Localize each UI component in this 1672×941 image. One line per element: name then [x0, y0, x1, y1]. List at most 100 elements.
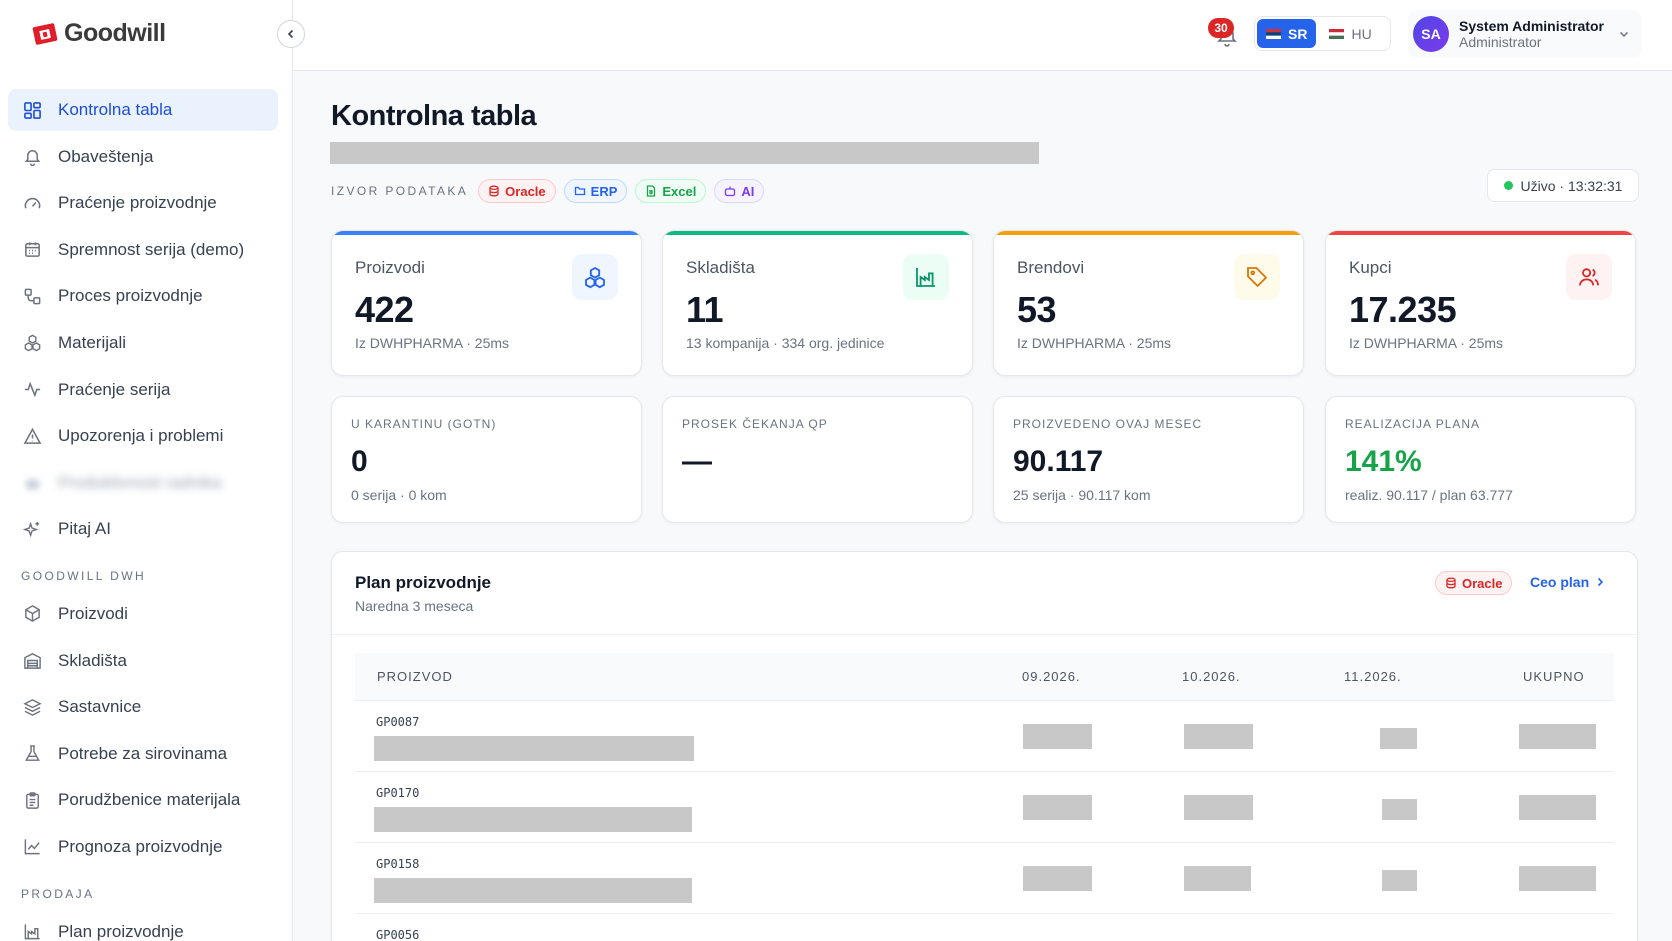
database-icon [489, 185, 499, 197]
table-row[interactable]: GP0056 [355, 914, 1614, 941]
table-row[interactable]: GP0087 [355, 701, 1614, 772]
redacted-cell [1184, 724, 1253, 749]
goodwill-logo-icon [32, 23, 58, 45]
stat-card-brendovi[interactable]: Brendovi 53 Iz DWHPHARMA · 25ms [993, 230, 1304, 376]
sidebar-item-upozorenja[interactable]: Upozorenja i problemi [8, 415, 278, 457]
sidebar: Goodwill Kontrolna tabla Obaveštenja Pra… [0, 0, 293, 941]
sidebar-collapse-button[interactable] [277, 20, 305, 48]
link-label: Ceo plan [1530, 574, 1590, 590]
users-icon [22, 473, 42, 493]
chevron-right-icon [1598, 577, 1604, 587]
plan-proizvodnje-panel: Plan proizvodnje Naredna 3 meseca Oracle… [331, 551, 1638, 941]
lang-hu-button[interactable]: HU [1320, 19, 1380, 48]
sidebar-item-label: Praćenje proizvodnje [58, 193, 217, 213]
stat-card-proizvodi[interactable]: Proizvodi 422 Iz DWHPHARMA · 25ms [331, 230, 642, 376]
chevron-down-icon [1619, 31, 1629, 38]
kpi-sub: 25 serija · 90.117 kom [1013, 487, 1151, 503]
sidebar-item-skladista[interactable]: Skladišta [8, 640, 278, 682]
sidebar-item-plan-proizvodnje[interactable]: Plan proizvodnje [8, 911, 278, 941]
sidebar-item-proizvodi[interactable]: Proizvodi [8, 593, 278, 635]
redacted-cell [1184, 866, 1251, 891]
sidebar-item-label: Potrebe za sirovinama [58, 743, 228, 763]
user-role: Administrator [1459, 34, 1542, 50]
sidebar-item-porudzbenice-materijala[interactable]: Porudžbenice materijala [8, 779, 278, 821]
sidebar-item-proces-proizvodnje[interactable]: Proces proizvodnje [8, 275, 278, 317]
live-indicator: Uživo · 13:32:31 [1487, 169, 1639, 202]
stat-accent-line [663, 231, 972, 235]
column-header[interactable]: UKUPNO [1523, 669, 1585, 684]
user-name: System Administrator [1459, 18, 1604, 34]
ceo-plan-link[interactable]: Ceo plan [1530, 574, 1605, 590]
stat-accent-line [1326, 231, 1635, 235]
table-header: PROIZVOD 09.2026. 10.2026. 11.2026. UKUP… [355, 653, 1614, 701]
sidebar-item-materijali[interactable]: Materijali [8, 322, 278, 364]
stat-value: 17.235 [1349, 289, 1457, 330]
column-header[interactable]: 11.2026. [1344, 669, 1402, 684]
stat-label: Proizvodi [355, 258, 425, 277]
product-code: GP0056 [376, 928, 420, 941]
panel-title: Plan proizvodnje [355, 573, 492, 592]
sidebar-item-label: Produktivnost radnika [58, 472, 222, 492]
source-chip-oracle[interactable]: Oracle [1435, 571, 1513, 595]
kpi-label: PROSEK ČEKANJA QP [682, 417, 828, 431]
boxes-icon [572, 254, 618, 300]
sidebar-item-label: Materijali [58, 332, 127, 352]
bell-icon [22, 147, 42, 167]
stat-sub: Iz DWHPHARMA · 25ms [355, 335, 510, 351]
sidebar-item-prognoza-proizvodnje[interactable]: Prognoza proizvodnje [8, 826, 278, 868]
avatar: SA [1413, 16, 1449, 52]
stat-label: Brendovi [1017, 258, 1085, 277]
boxes-icon [22, 333, 42, 353]
brand-logo[interactable]: Goodwill [32, 18, 166, 48]
redacted-product-name [374, 878, 692, 903]
redacted-cell [1023, 795, 1092, 820]
product-code: GP0170 [376, 786, 420, 800]
lang-sr-button[interactable]: SR [1257, 19, 1317, 48]
live-dot-icon [1503, 181, 1513, 190]
sidebar-item-sastavnice[interactable]: Sastavnice [8, 686, 278, 728]
sparkles-icon [22, 519, 42, 539]
sources-label: IZVOR PODATAKA [331, 184, 469, 198]
gauge-icon [22, 193, 42, 213]
spreadsheet-icon [647, 185, 656, 197]
column-header[interactable]: PROIZVOD [377, 669, 453, 684]
sidebar-item-pitaj-ai[interactable]: Pitaj AI [8, 508, 278, 550]
workflow-icon [22, 286, 42, 306]
sidebar-item-produktivnost-radnika[interactable]: Produktivnost radnika [8, 462, 278, 504]
redacted-cell [1380, 728, 1417, 749]
sidebar-item-kontrolna-tabla[interactable]: Kontrolna tabla [8, 89, 278, 131]
source-chip-excel[interactable]: Excel [635, 179, 707, 203]
clipboard-icon [22, 790, 42, 810]
user-info: System Administrator Administrator [1459, 18, 1604, 50]
stat-card-skladista[interactable]: Skladišta 11 13 kompanija · 334 org. jed… [662, 230, 973, 376]
sidebar-item-pracenje-proizvodnje[interactable]: Praćenje proizvodnje [8, 182, 278, 224]
redacted-cell [1382, 870, 1417, 891]
stat-label: Kupci [1349, 258, 1392, 277]
table-row[interactable]: GP0170 [355, 772, 1614, 843]
table-row[interactable]: GP0158 [355, 843, 1614, 914]
source-chip-erp[interactable]: ERP [563, 179, 628, 203]
sidebar-item-obavestenja[interactable]: Obaveštenja [8, 136, 278, 178]
redacted-cell [1519, 724, 1596, 749]
sidebar-item-spremnost-serija[interactable]: Spremnost serija (demo) [8, 229, 278, 271]
redacted-cell [1382, 799, 1417, 820]
stat-card-kupci[interactable]: Kupci 17.235 Iz DWHPHARMA · 25ms [1325, 230, 1636, 376]
kpi-value: — [682, 445, 712, 478]
notifications-badge: 30 [1208, 18, 1234, 38]
source-chip-ai[interactable]: AI [714, 179, 765, 203]
database-icon [1446, 577, 1456, 589]
flask-icon [22, 744, 42, 764]
sidebar-item-potrebe-za-sirovinama[interactable]: Potrebe za sirovinama [8, 733, 278, 775]
topbar: 30 SR HU SA System Administrator Adminis… [293, 0, 1672, 71]
stat-label: Skladišta [686, 258, 755, 277]
plan-table: PROIZVOD 09.2026. 10.2026. 11.2026. UKUP… [355, 653, 1614, 941]
column-header[interactable]: 09.2026. [1022, 669, 1081, 684]
user-menu[interactable]: SA System Administrator Administrator [1408, 10, 1642, 58]
panel-subtitle: Naredna 3 meseca [355, 598, 474, 614]
column-header[interactable]: 10.2026. [1182, 669, 1241, 684]
bot-icon [725, 186, 736, 197]
sidebar-item-label: Plan proizvodnje [58, 921, 184, 941]
sidebar-item-pracenje-serija[interactable]: Praćenje serija [8, 369, 278, 411]
source-chip-oracle[interactable]: Oracle [478, 179, 556, 203]
kpi-card-realizacija: REALIZACIJA PLANA 141% realiz. 90.117 / … [1325, 396, 1636, 523]
